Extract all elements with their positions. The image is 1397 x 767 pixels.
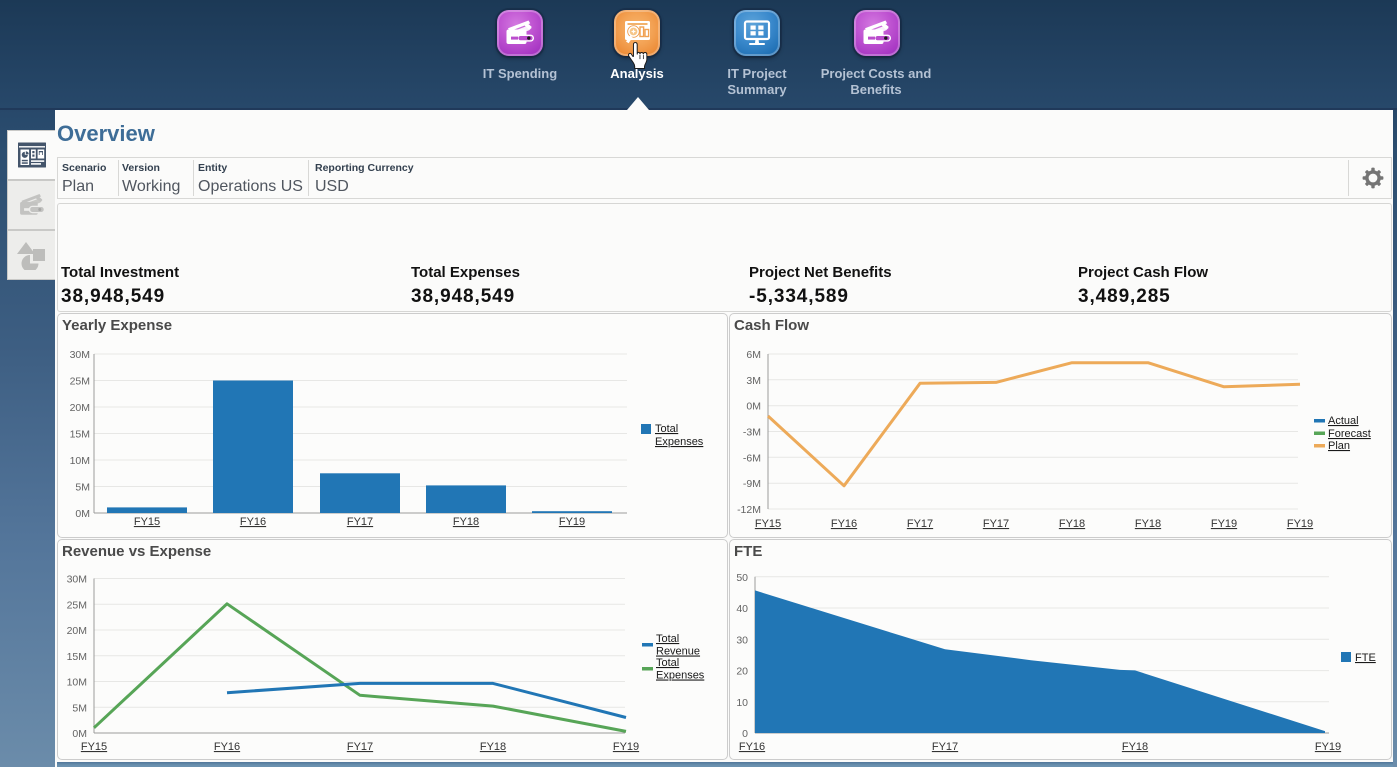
svg-text:FY19: FY19	[1315, 741, 1341, 753]
svg-text:FY16: FY16	[831, 518, 857, 530]
svg-text:30M: 30M	[67, 574, 87, 586]
svg-text:FY19: FY19	[559, 516, 585, 528]
svg-text:FY19: FY19	[613, 741, 639, 753]
svg-text:FY18: FY18	[1135, 518, 1161, 530]
svg-text:FY19: FY19	[1211, 518, 1237, 530]
svg-text:FY18: FY18	[453, 516, 479, 528]
svg-text:FY16: FY16	[214, 741, 240, 753]
svg-text:Total: Total	[655, 423, 678, 435]
svg-text:Plan: Plan	[1328, 440, 1350, 452]
svg-text:20: 20	[736, 666, 748, 678]
svg-text:0M: 0M	[72, 728, 87, 740]
svg-text:Total: Total	[656, 633, 679, 645]
svg-text:20M: 20M	[67, 625, 87, 637]
svg-text:5M: 5M	[72, 702, 87, 714]
svg-text:15M: 15M	[67, 651, 87, 663]
svg-text:Actual: Actual	[1328, 415, 1359, 427]
svg-text:20M: 20M	[70, 402, 90, 414]
svg-text:0M: 0M	[746, 401, 761, 413]
svg-text:FY17: FY17	[932, 741, 958, 753]
svg-text:5M: 5M	[75, 482, 90, 494]
svg-text:FY18: FY18	[1122, 741, 1148, 753]
svg-text:FY17: FY17	[983, 518, 1009, 530]
svg-text:10: 10	[736, 697, 748, 709]
svg-text:FY15: FY15	[81, 741, 107, 753]
svg-text:3M: 3M	[746, 375, 761, 387]
svg-text:0M: 0M	[75, 508, 90, 520]
svg-text:Expenses: Expenses	[655, 436, 704, 448]
svg-text:30: 30	[736, 634, 748, 646]
svg-text:Revenue: Revenue	[656, 646, 700, 658]
svg-text:0: 0	[742, 728, 748, 740]
svg-text:FY15: FY15	[755, 518, 781, 530]
svg-text:FY16: FY16	[739, 741, 765, 753]
svg-text:FY18: FY18	[1059, 518, 1085, 530]
svg-text:10M: 10M	[70, 455, 90, 467]
svg-text:-9M: -9M	[743, 478, 761, 490]
svg-text:Total: Total	[656, 657, 679, 669]
svg-text:10M: 10M	[67, 677, 87, 689]
svg-text:Expenses: Expenses	[656, 670, 705, 682]
svg-text:-12M: -12M	[737, 504, 761, 516]
svg-text:25M: 25M	[70, 376, 90, 388]
svg-text:50: 50	[736, 572, 748, 584]
svg-text:-3M: -3M	[743, 427, 761, 439]
svg-text:FY15: FY15	[134, 516, 160, 528]
svg-text:25M: 25M	[67, 599, 87, 611]
svg-text:6M: 6M	[746, 349, 761, 361]
svg-text:FTE: FTE	[1355, 652, 1376, 664]
svg-text:30M: 30M	[70, 349, 90, 361]
svg-text:FY17: FY17	[907, 518, 933, 530]
svg-text:FY17: FY17	[347, 741, 373, 753]
svg-text:FY18: FY18	[480, 741, 506, 753]
svg-text:-6M: -6M	[743, 452, 761, 464]
svg-text:FY16: FY16	[240, 516, 266, 528]
svg-text:FY19: FY19	[1287, 518, 1313, 530]
svg-text:15M: 15M	[70, 429, 90, 441]
svg-text:FY17: FY17	[347, 516, 373, 528]
svg-text:40: 40	[736, 603, 748, 615]
svg-text:Forecast: Forecast	[1328, 428, 1371, 440]
